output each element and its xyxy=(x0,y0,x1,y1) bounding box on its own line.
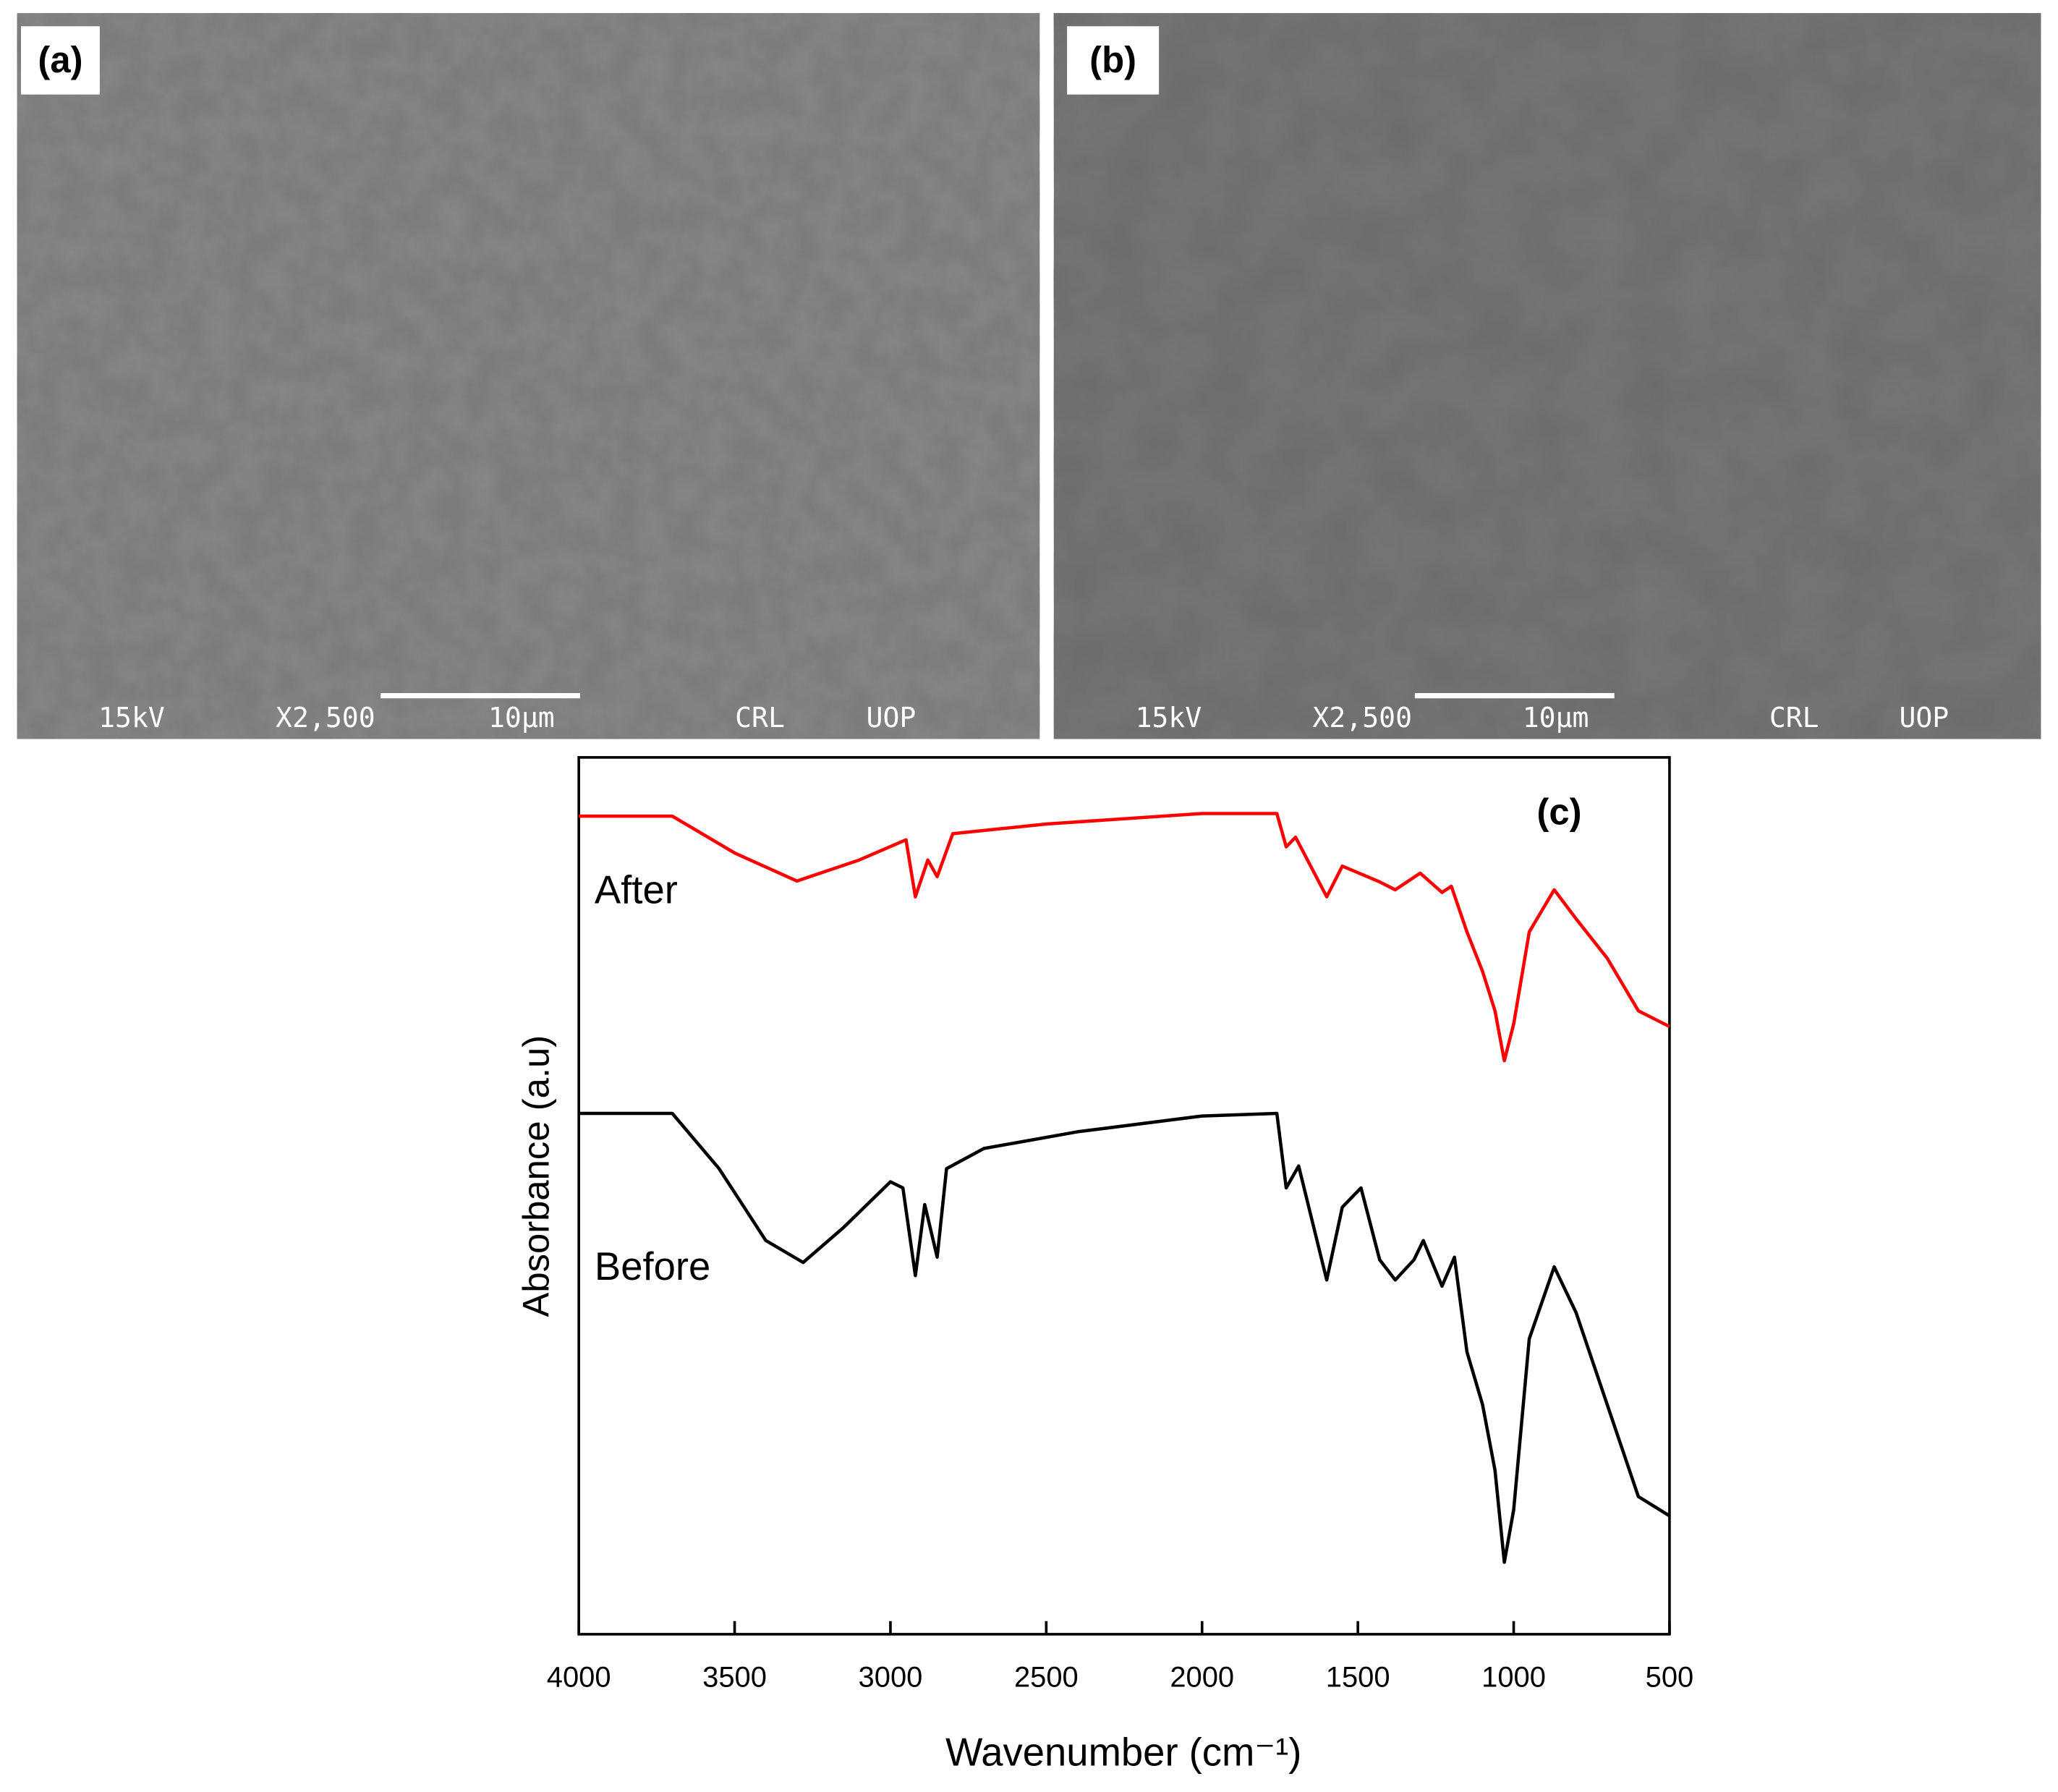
x-tick-label: 1000 xyxy=(1481,1661,1546,1693)
sem-info: X2,500 xyxy=(276,702,375,734)
panel-label: (a) xyxy=(38,39,82,80)
x-tick-label: 1500 xyxy=(1326,1661,1390,1693)
sem-info: CRL xyxy=(735,702,785,734)
plot-frame xyxy=(577,756,1671,1636)
panel-label: (c) xyxy=(1536,791,1581,832)
sem-info: UOP xyxy=(867,702,917,734)
spectrum-line xyxy=(579,812,1670,1063)
x-tick-label: 2500 xyxy=(1014,1661,1079,1693)
sem-texture xyxy=(17,13,1040,739)
sem-info: 10μm xyxy=(1523,702,1589,734)
x-tick-label: 4000 xyxy=(547,1661,611,1693)
sem-info: X2,500 xyxy=(1312,702,1412,734)
x-tick-label: 3000 xyxy=(859,1661,923,1693)
x-axis-label: Wavenumber (cm⁻¹) xyxy=(945,1730,1301,1774)
sem-info: 15kV xyxy=(1135,702,1202,734)
sem-image-a: (a) 15kV X2,500 10μm CRL UOP xyxy=(17,13,1040,739)
panel-label: (b) xyxy=(1089,39,1136,80)
series-label: Before xyxy=(595,1244,710,1288)
x-tick-label: 2000 xyxy=(1170,1661,1234,1693)
label-box xyxy=(21,26,100,95)
series-label: After xyxy=(595,867,678,912)
sem-info: CRL xyxy=(1769,702,1819,734)
x-tick-label: 500 xyxy=(1646,1661,1694,1693)
sem-info: 15kV xyxy=(98,702,165,734)
sem-image-b: (b) 15kV X2,500 10μm CRL UOP xyxy=(1053,13,2041,739)
ftir-chart: (c) Wavenumber (cm⁻¹) Absorbance (a.u) 4… xyxy=(515,756,1694,1774)
y-axis-label: Absorbance (a.u) xyxy=(515,1035,556,1317)
spectrum-line xyxy=(579,1111,1671,1564)
sem-info: 10μm xyxy=(488,702,555,734)
sem-info: UOP xyxy=(1899,702,1949,734)
x-tick-label: 3500 xyxy=(702,1661,767,1693)
label-box xyxy=(1067,26,1160,95)
sem-texture xyxy=(1053,13,2041,739)
